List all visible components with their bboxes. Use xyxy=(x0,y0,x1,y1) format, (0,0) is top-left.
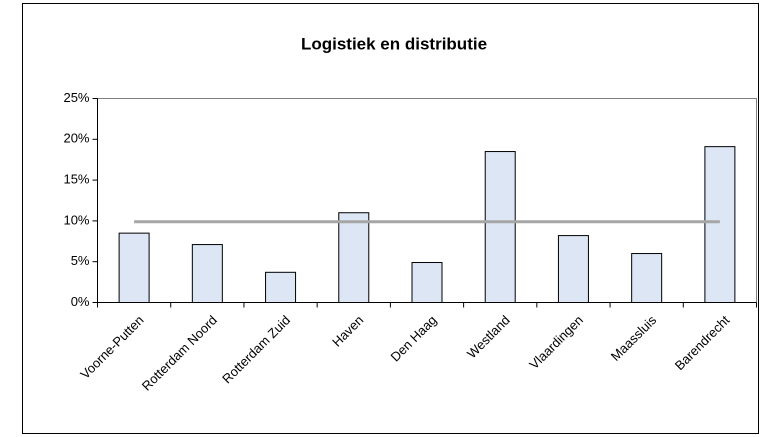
bar xyxy=(484,151,516,303)
y-tick-label: 10% xyxy=(63,212,89,227)
bar xyxy=(704,146,736,303)
bar xyxy=(118,232,150,303)
bar xyxy=(411,262,443,303)
chart-title: Logistiek en distributie xyxy=(301,34,487,53)
y-tick-label: 15% xyxy=(63,172,89,187)
bar xyxy=(338,212,370,304)
y-tick-label: 25% xyxy=(63,90,89,105)
y-tick-label: 5% xyxy=(71,253,90,268)
bar xyxy=(557,235,589,303)
bar xyxy=(191,244,223,303)
y-tick-label: 20% xyxy=(63,131,89,146)
bar xyxy=(631,253,663,303)
bar xyxy=(265,271,297,304)
y-tick-label: 0% xyxy=(71,294,90,309)
chart-frame xyxy=(22,3,759,434)
